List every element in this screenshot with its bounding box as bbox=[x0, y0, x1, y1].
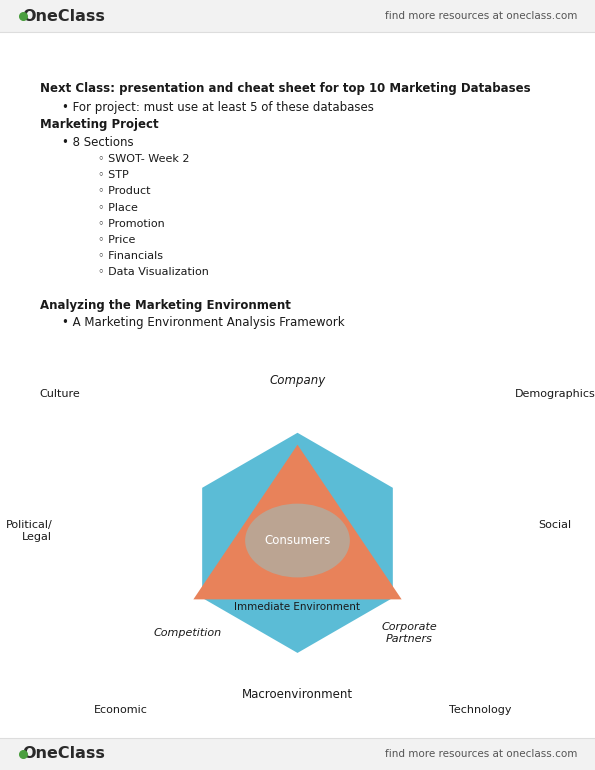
Text: • 8 Sections: • 8 Sections bbox=[62, 136, 134, 149]
Text: • A Marketing Environment Analysis Framework: • A Marketing Environment Analysis Frame… bbox=[62, 316, 345, 330]
Polygon shape bbox=[202, 433, 393, 653]
Text: ◦ Place: ◦ Place bbox=[98, 203, 138, 213]
FancyBboxPatch shape bbox=[0, 738, 595, 770]
Text: Demographics: Demographics bbox=[515, 390, 595, 399]
Text: Competition: Competition bbox=[154, 628, 221, 638]
Text: OneClass: OneClass bbox=[23, 8, 105, 24]
Text: Analyzing the Marketing Environment: Analyzing the Marketing Environment bbox=[40, 299, 292, 312]
Text: Immediate Environment: Immediate Environment bbox=[234, 602, 361, 612]
Text: find more resources at oneclass.com: find more resources at oneclass.com bbox=[385, 749, 577, 758]
FancyBboxPatch shape bbox=[0, 0, 595, 32]
Text: ◦ STP: ◦ STP bbox=[98, 170, 129, 180]
Text: ◦ SWOT- Week 2: ◦ SWOT- Week 2 bbox=[98, 154, 190, 164]
Text: Economic: Economic bbox=[93, 705, 148, 715]
Text: Technology: Technology bbox=[449, 705, 512, 715]
Text: • For project: must use at least 5 of these databases: • For project: must use at least 5 of th… bbox=[62, 101, 374, 114]
Text: ◦ Promotion: ◦ Promotion bbox=[98, 219, 165, 229]
Polygon shape bbox=[193, 445, 402, 599]
Text: Marketing Project: Marketing Project bbox=[40, 118, 159, 131]
Text: find more resources at oneclass.com: find more resources at oneclass.com bbox=[385, 12, 577, 21]
Text: OneClass: OneClass bbox=[23, 746, 105, 762]
Text: Next Class: presentation and cheat sheet for top 10 Marketing Databases: Next Class: presentation and cheat sheet… bbox=[40, 82, 531, 95]
Text: ◦ Price: ◦ Price bbox=[98, 235, 136, 245]
Text: Consumers: Consumers bbox=[264, 534, 331, 547]
Text: Culture: Culture bbox=[40, 390, 80, 399]
Text: ◦ Data Visualization: ◦ Data Visualization bbox=[98, 267, 209, 277]
Text: Political/
Legal: Political/ Legal bbox=[5, 520, 52, 543]
Ellipse shape bbox=[245, 504, 350, 578]
Text: Macroenvironment: Macroenvironment bbox=[242, 688, 353, 701]
Text: Company: Company bbox=[270, 373, 325, 387]
Text: Social: Social bbox=[538, 521, 572, 530]
Text: ◦ Product: ◦ Product bbox=[98, 186, 151, 196]
Text: Corporate
Partners: Corporate Partners bbox=[381, 621, 437, 644]
Text: ◦ Financials: ◦ Financials bbox=[98, 251, 163, 261]
